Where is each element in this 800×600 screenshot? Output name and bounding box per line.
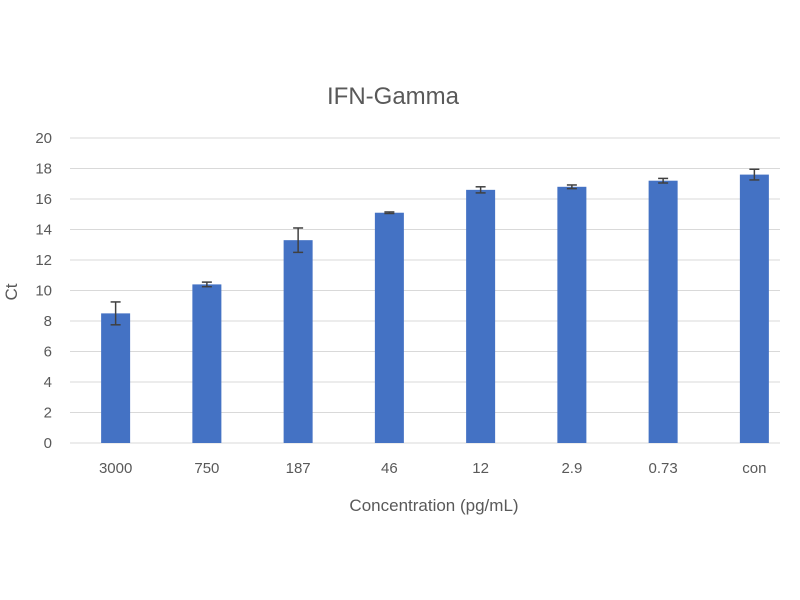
y-tick-label: 16 bbox=[35, 191, 52, 208]
error-bars bbox=[110, 168, 760, 326]
y-tick-label: 6 bbox=[44, 344, 52, 361]
bar bbox=[374, 212, 404, 443]
bar bbox=[283, 240, 313, 443]
error-bar bbox=[566, 184, 577, 190]
y-tick-label: 8 bbox=[44, 313, 52, 330]
error-bar bbox=[475, 186, 486, 194]
y-tick-label: 20 bbox=[35, 130, 52, 147]
x-tick-label: 750 bbox=[194, 460, 219, 477]
y-tick-label: 18 bbox=[35, 161, 52, 178]
error-bar bbox=[658, 177, 669, 184]
error-bar bbox=[749, 168, 760, 181]
y-tick-label: 0 bbox=[44, 435, 52, 452]
y-tick-label: 4 bbox=[44, 374, 52, 391]
bar bbox=[466, 189, 496, 443]
bar bbox=[739, 174, 769, 443]
error-bar bbox=[201, 281, 212, 288]
x-axis-title: Concentration (pg/mL) bbox=[349, 496, 518, 515]
y-axis-title: Ct bbox=[2, 283, 21, 300]
error-bar bbox=[384, 211, 395, 215]
y-tick-labels: 0 2 4 6 8 10 12 14 16 18 20 bbox=[35, 130, 52, 452]
bar bbox=[557, 186, 587, 444]
error-bar bbox=[293, 227, 304, 254]
error-bar bbox=[110, 301, 121, 326]
x-tick-label: 46 bbox=[381, 460, 398, 477]
y-tick-label: 14 bbox=[35, 222, 52, 239]
x-tick-labels: 3000 750 187 46 12 2.9 0.73 con bbox=[99, 460, 767, 477]
y-tick-label: 10 bbox=[35, 283, 52, 300]
x-tick-label: 0.73 bbox=[649, 460, 678, 477]
bar bbox=[648, 180, 678, 443]
bars bbox=[101, 174, 769, 444]
y-tick-label: 12 bbox=[35, 252, 52, 269]
chart-title: IFN-Gamma bbox=[327, 83, 460, 110]
x-tick-label: 2.9 bbox=[561, 460, 582, 477]
bar bbox=[101, 313, 131, 443]
gridlines bbox=[70, 137, 780, 444]
x-tick-label: con bbox=[742, 460, 766, 477]
x-tick-label: 3000 bbox=[99, 460, 132, 477]
bar bbox=[192, 284, 222, 443]
x-tick-label: 187 bbox=[286, 460, 311, 477]
x-tick-label: 12 bbox=[472, 460, 489, 477]
y-tick-label: 2 bbox=[44, 405, 52, 422]
